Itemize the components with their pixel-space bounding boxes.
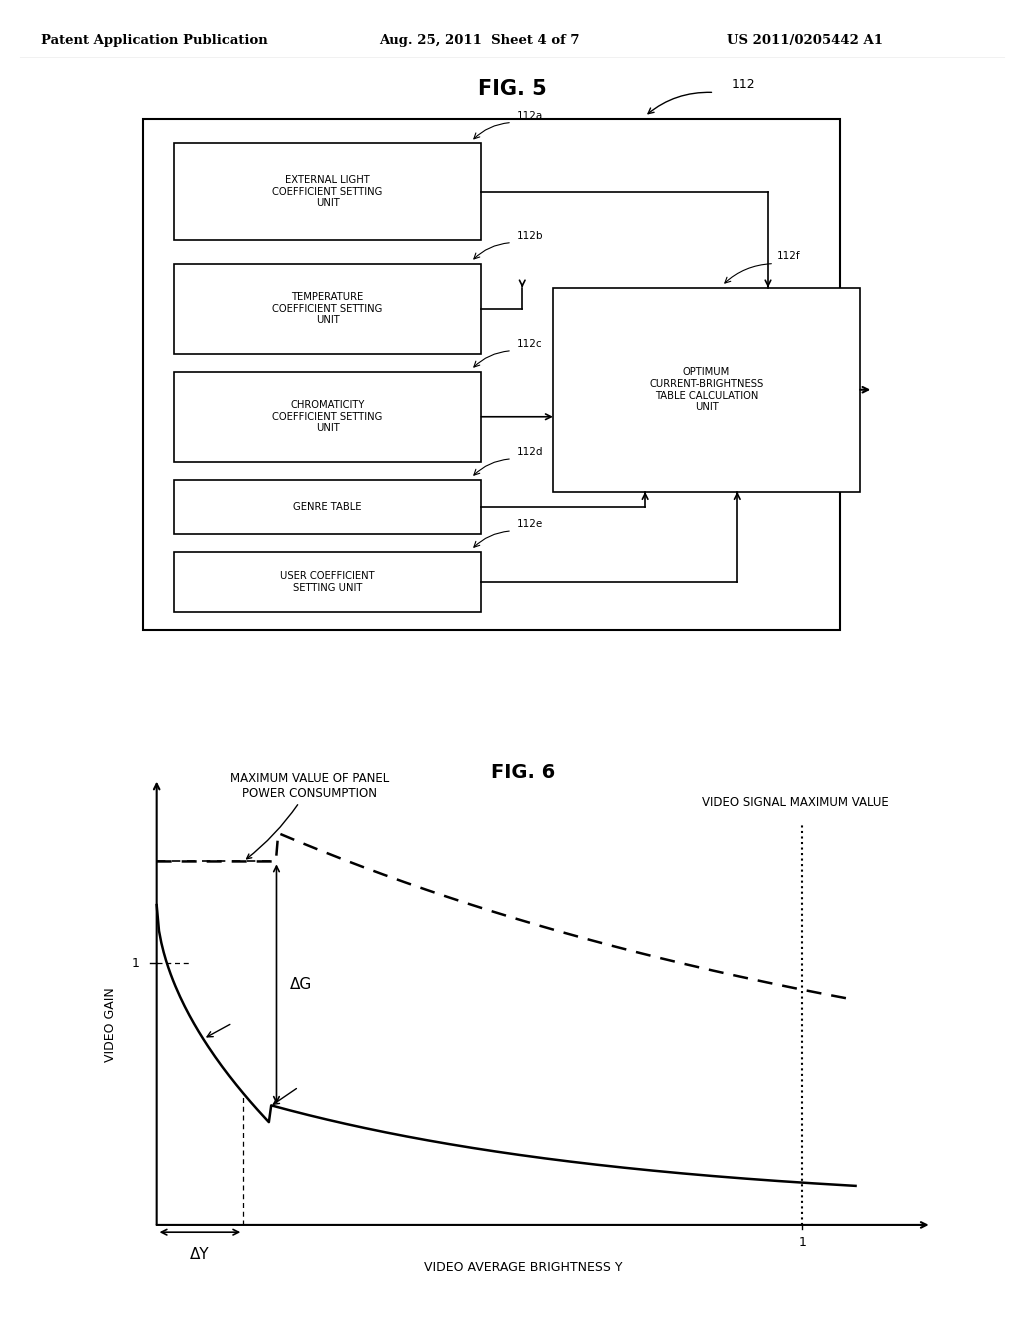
Text: USER COEFFICIENT
SETTING UNIT: USER COEFFICIENT SETTING UNIT (281, 572, 375, 593)
Text: 1: 1 (132, 957, 140, 970)
Text: 112d: 112d (517, 447, 544, 457)
Text: GENRE TABLE: GENRE TABLE (294, 502, 361, 512)
Text: 112c: 112c (517, 339, 543, 348)
Text: TEMPERATURE
COEFFICIENT SETTING
UNIT: TEMPERATURE COEFFICIENT SETTING UNIT (272, 292, 383, 325)
Text: VIDEO AVERAGE BRIGHTNESS Y: VIDEO AVERAGE BRIGHTNESS Y (424, 1262, 622, 1274)
Text: 1: 1 (799, 1236, 806, 1249)
Text: 112a: 112a (517, 111, 544, 120)
Text: OPTIMUM
CURRENT-BRIGHTNESS
TABLE CALCULATION
UNIT: OPTIMUM CURRENT-BRIGHTNESS TABLE CALCULA… (649, 367, 764, 412)
Text: FIG. 5: FIG. 5 (477, 79, 547, 99)
Text: 112e: 112e (517, 519, 544, 529)
Bar (143, 120, 840, 630)
Bar (174, 264, 481, 354)
Text: 112: 112 (731, 78, 755, 91)
Text: FIG. 6: FIG. 6 (490, 763, 555, 783)
Text: CHROMATICITY
COEFFICIENT SETTING
UNIT: CHROMATICITY COEFFICIENT SETTING UNIT (272, 400, 383, 433)
Text: ΔY: ΔY (190, 1246, 210, 1262)
Text: VIDEO SIGNAL MAXIMUM VALUE: VIDEO SIGNAL MAXIMUM VALUE (702, 796, 889, 809)
Text: Aug. 25, 2011  Sheet 4 of 7: Aug. 25, 2011 Sheet 4 of 7 (379, 34, 580, 48)
Text: ΔG: ΔG (290, 977, 312, 991)
Bar (174, 480, 481, 533)
Text: 112b: 112b (517, 231, 544, 240)
Bar (174, 372, 481, 462)
Text: Patent Application Publication: Patent Application Publication (41, 34, 267, 48)
Bar (174, 144, 481, 240)
Text: VIDEO GAIN: VIDEO GAIN (103, 987, 117, 1063)
Text: 112f: 112f (777, 251, 801, 260)
Text: US 2011/0205442 A1: US 2011/0205442 A1 (727, 34, 883, 48)
Bar (174, 552, 481, 612)
Text: MAXIMUM VALUE OF PANEL
POWER CONSUMPTION: MAXIMUM VALUE OF PANEL POWER CONSUMPTION (230, 772, 389, 859)
Bar (553, 288, 860, 492)
Text: EXTERNAL LIGHT
COEFFICIENT SETTING
UNIT: EXTERNAL LIGHT COEFFICIENT SETTING UNIT (272, 176, 383, 209)
